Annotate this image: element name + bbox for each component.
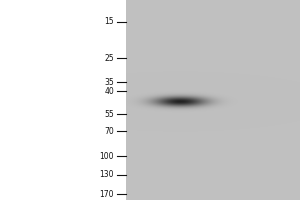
Text: 35: 35	[104, 78, 114, 87]
Text: 170: 170	[100, 190, 114, 199]
Text: 15: 15	[104, 17, 114, 26]
Text: 130: 130	[100, 170, 114, 179]
Text: 70: 70	[104, 127, 114, 136]
Text: 100: 100	[100, 152, 114, 161]
Text: 40: 40	[104, 87, 114, 96]
Text: 25: 25	[104, 54, 114, 63]
Text: 55: 55	[104, 110, 114, 119]
